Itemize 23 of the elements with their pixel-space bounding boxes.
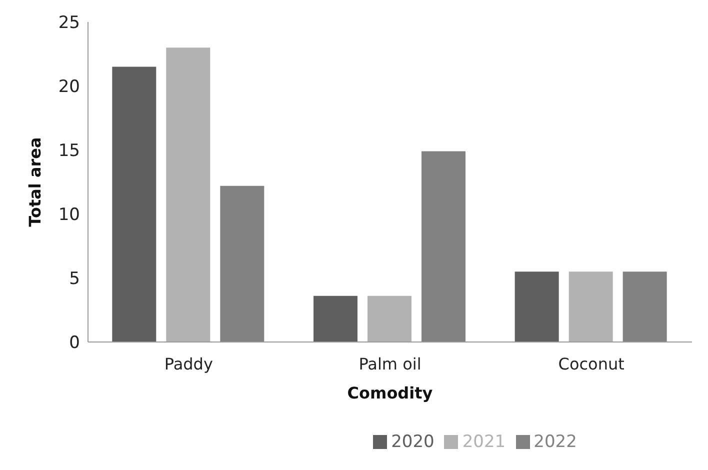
bar (166, 48, 210, 342)
x-axis-title: Comodity (347, 383, 434, 402)
y-tick-label: 15 (58, 141, 80, 162)
bar (568, 272, 613, 342)
legend-label: 2020 (391, 432, 434, 452)
bar (622, 272, 667, 342)
y-tick-label: 25 (58, 13, 80, 34)
legend-label: 2022 (534, 432, 577, 452)
y-tick-label: 0 (69, 333, 80, 354)
bar (367, 296, 412, 342)
bar (220, 186, 264, 342)
y-tick-label: 10 (58, 205, 80, 226)
y-axis-title: Total area (26, 137, 45, 227)
x-tick-label: Paddy (164, 354, 213, 374)
y-tick-label: 5 (69, 269, 80, 290)
legend-label: 2021 (462, 432, 506, 452)
y-tick-label: 20 (58, 77, 80, 98)
bar (112, 66, 156, 342)
x-tick-label: Coconut (558, 354, 624, 374)
bar (421, 151, 466, 342)
x-tick-label: Palm oil (358, 354, 422, 374)
bar (514, 272, 559, 342)
bar (313, 296, 358, 342)
